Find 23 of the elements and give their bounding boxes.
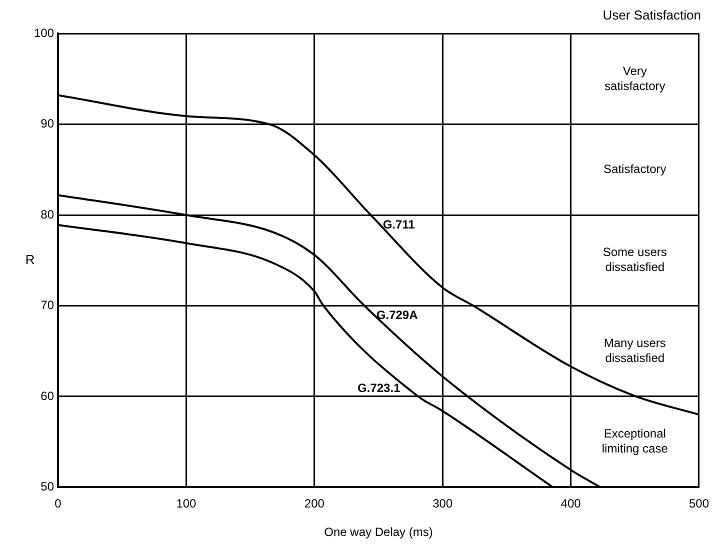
x-tick-label: 400 [560,496,582,511]
y-tick-label: 90 [40,116,54,131]
y-tick-label: 60 [40,388,54,403]
y-tick-label: 50 [40,480,54,494]
x-tick-label: 300 [432,496,453,511]
y-tick-label: 80 [40,207,54,222]
chart-title: User Satisfaction [602,7,701,22]
annotation: Some users dissatisfied [602,245,667,274]
x-tick-label: 0 [54,496,62,511]
x-tick-label: 200 [304,496,325,511]
series-label: G.711 [382,217,416,232]
annotation: Satisfactory [604,162,666,176]
series-label: G.729A [376,308,418,322]
x-axis-title: One way Delay (ms) [324,525,433,540]
annotation: Very satisfactory [604,64,666,93]
y-tick-label: 70 [40,298,54,312]
y-tick-label: 100 [34,26,54,40]
annotation: Many users dissatisfied [604,336,666,365]
x-tick-label: 500 [688,496,710,511]
series-label: G.723.1 [358,380,401,395]
annotation: Exceptional limiting case [602,426,668,456]
x-tick-label: 100 [176,496,197,511]
y-axis-title: R [25,252,35,267]
